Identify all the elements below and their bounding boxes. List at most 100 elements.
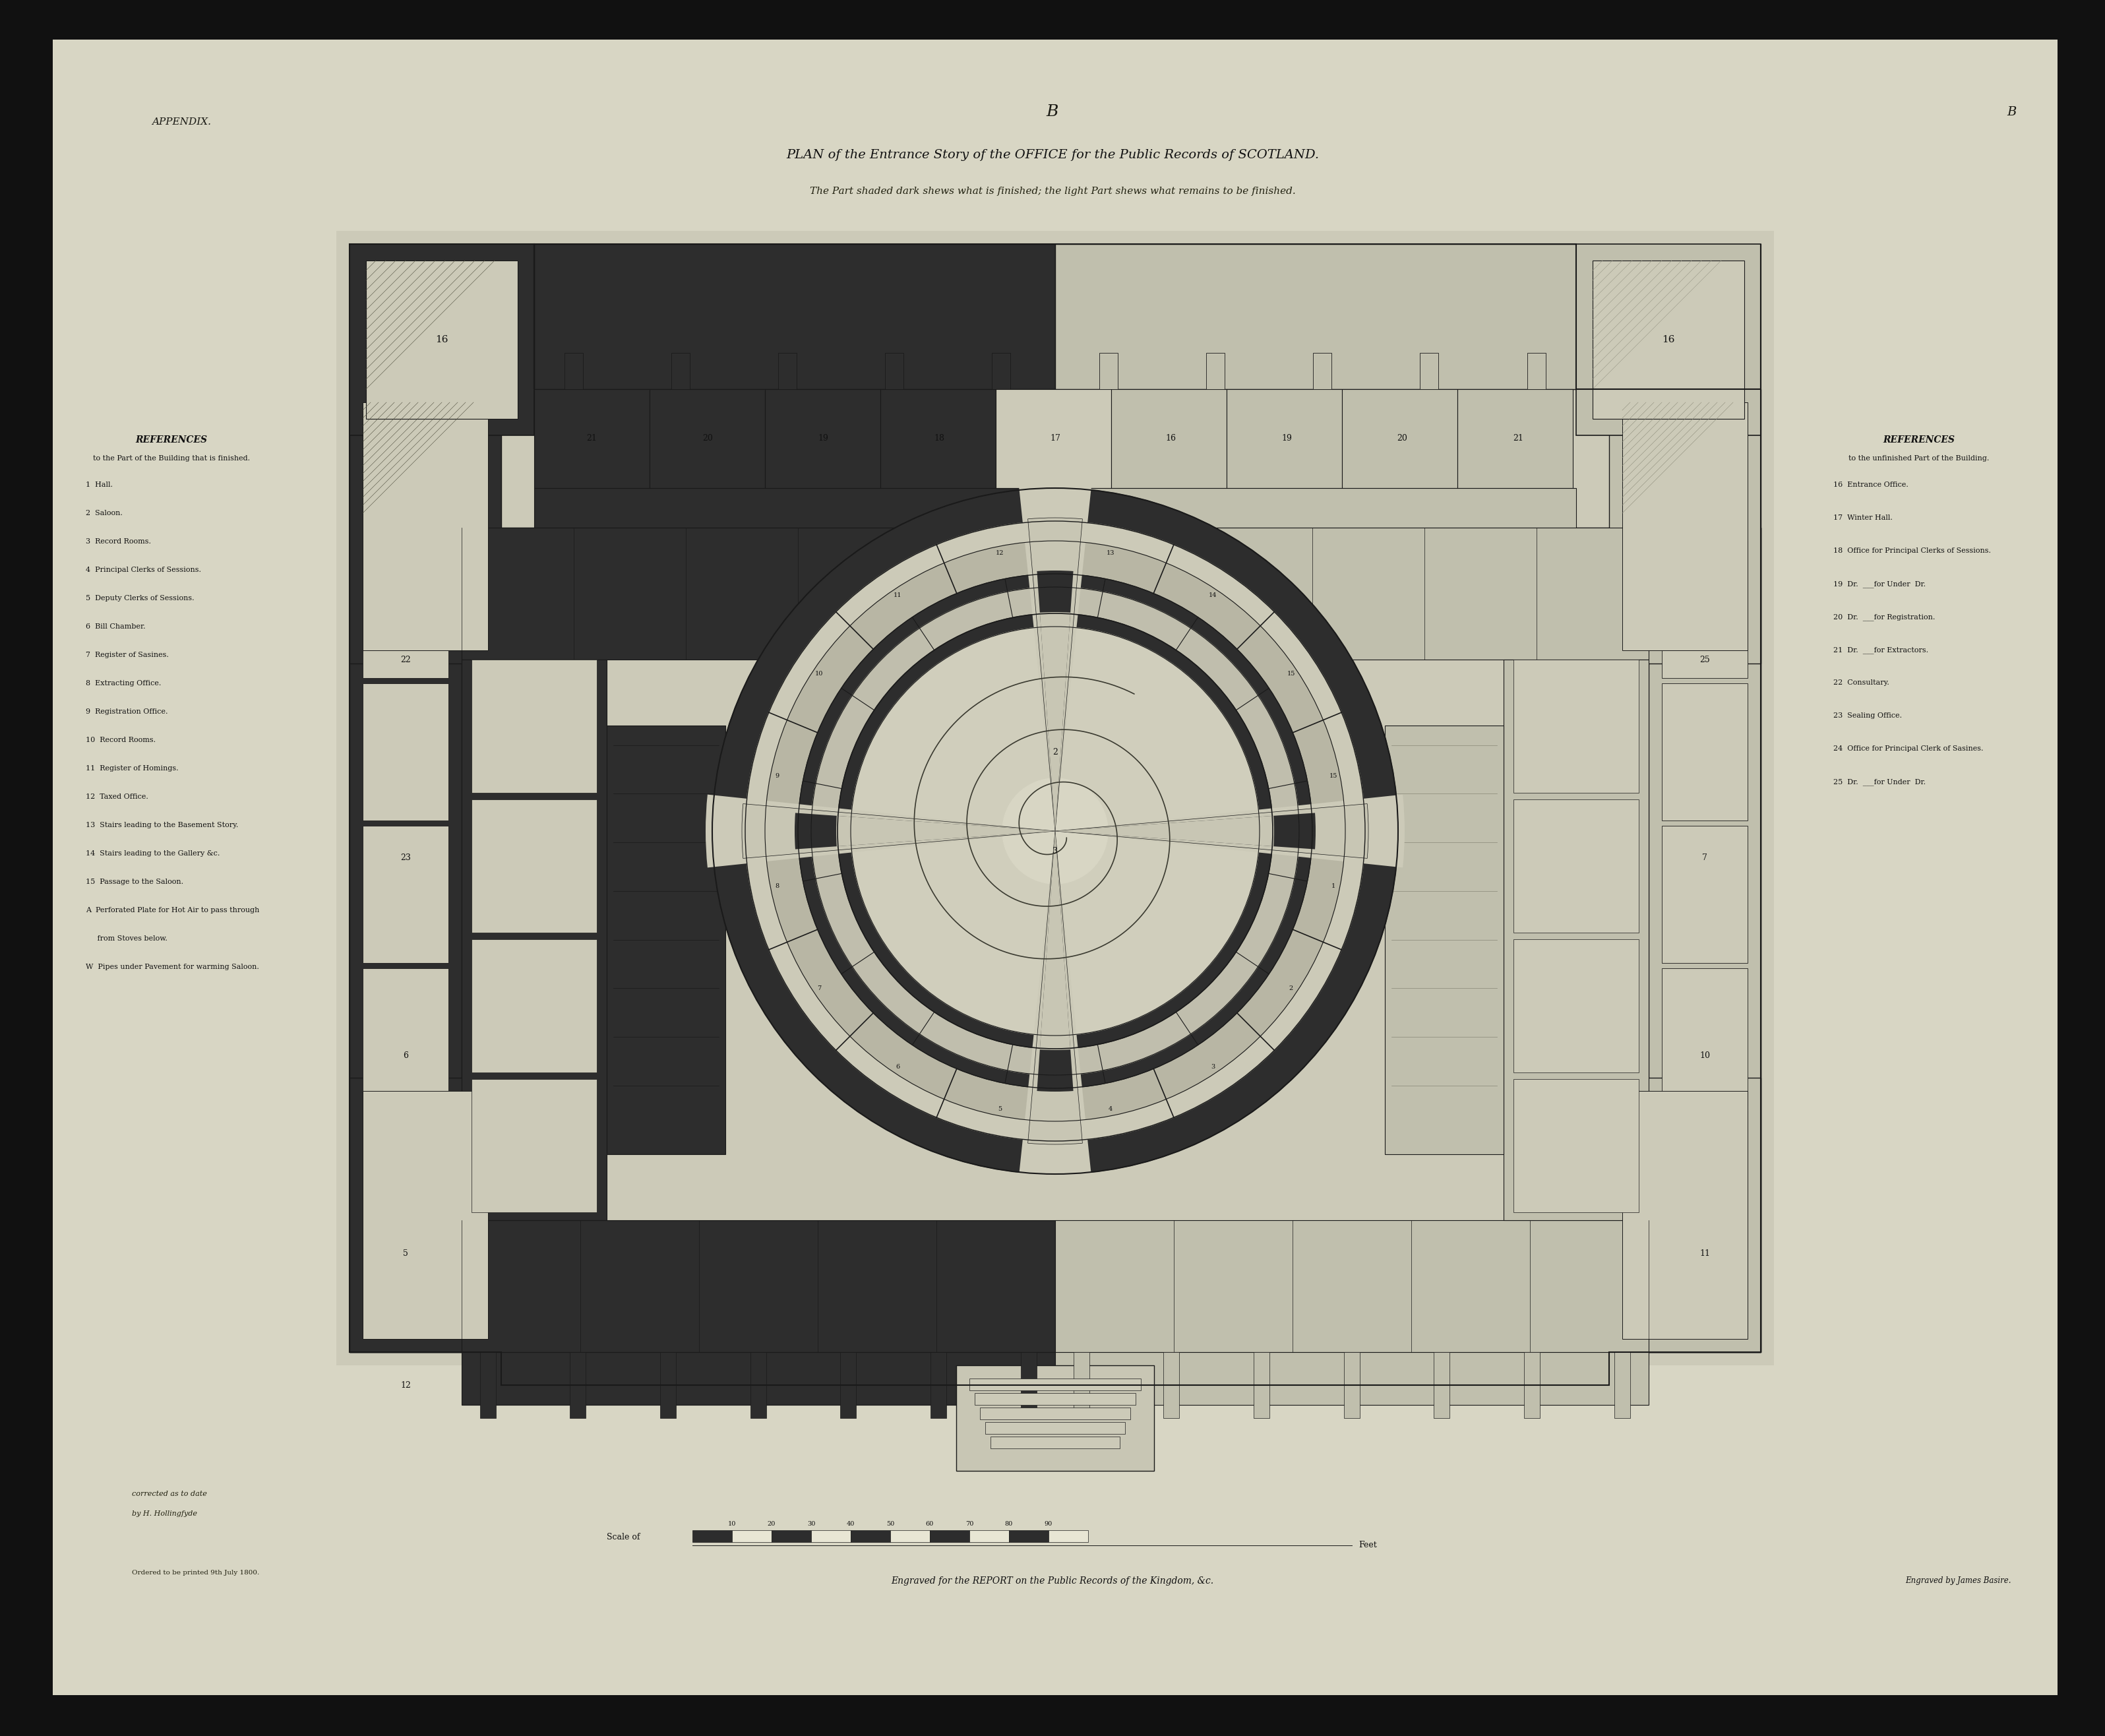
Bar (535, 389, 650, 488)
Bar (535, 488, 1055, 528)
Bar (362, 1111, 448, 1248)
Text: 11: 11 (1699, 1248, 1709, 1257)
Text: to the unfinished Part of the Building.: to the unfinished Part of the Building. (1848, 455, 1989, 462)
Bar (880, 389, 996, 488)
Circle shape (810, 587, 1299, 1075)
Text: Scale of: Scale of (606, 1533, 640, 1542)
Text: 24  Office for Principal Clerk of Sasines.: 24 Office for Principal Clerk of Sasines… (1833, 745, 1983, 752)
Text: 11  Register of Homings.: 11 Register of Homings. (86, 766, 179, 773)
Bar (671, 352, 690, 389)
Circle shape (711, 488, 1398, 1174)
Text: 30: 30 (806, 1521, 815, 1528)
Text: 3  Record Rooms.: 3 Record Rooms. (86, 538, 152, 545)
Bar (1023, 528, 1088, 660)
Text: A  Perforated Plate for Hot Air to pass through: A Perforated Plate for Hot Air to pass t… (86, 906, 259, 913)
Text: 6: 6 (402, 1050, 408, 1059)
Text: 50: 50 (886, 1521, 895, 1528)
Bar (349, 389, 501, 663)
Bar (956, 1364, 1154, 1470)
Bar (1577, 245, 1760, 436)
Text: 70: 70 (966, 1521, 973, 1528)
Bar (349, 1078, 501, 1352)
Text: 5: 5 (998, 1106, 1002, 1113)
Bar (1513, 799, 1640, 932)
Text: 20: 20 (703, 434, 714, 443)
Bar (1661, 826, 1747, 963)
Bar (1088, 528, 1648, 660)
Bar (996, 389, 1111, 488)
Bar (1055, 1352, 1648, 1404)
Bar (1055, 488, 1577, 528)
Bar (991, 352, 1010, 389)
Text: REFERENCES: REFERENCES (1884, 436, 1956, 444)
Bar (337, 231, 1775, 1364)
Text: from Stoves below.: from Stoves below. (86, 936, 168, 943)
Text: 20: 20 (768, 1521, 775, 1528)
Text: Engraved for the REPORT on the Public Records of the Kingdom, &c.: Engraved for the REPORT on the Public Re… (890, 1576, 1215, 1585)
Text: 13  Stairs leading to the Basement Story.: 13 Stairs leading to the Basement Story. (86, 821, 238, 828)
Bar (1615, 1352, 1629, 1418)
Circle shape (1002, 778, 1107, 884)
Text: 4: 4 (1109, 1106, 1114, 1113)
Bar (362, 969, 448, 1106)
Text: 3: 3 (1052, 847, 1059, 856)
Bar (930, 1352, 947, 1418)
Bar (1343, 1352, 1360, 1418)
Text: 16  Entrance Office.: 16 Entrance Office. (1833, 481, 1909, 488)
Wedge shape (741, 804, 1055, 858)
Bar (1343, 389, 1457, 488)
Bar (362, 403, 488, 651)
Text: 10: 10 (815, 670, 823, 677)
Bar (472, 660, 598, 793)
Circle shape (838, 613, 1274, 1049)
Text: 80: 80 (1004, 1521, 1013, 1528)
Bar (362, 826, 448, 963)
Wedge shape (1038, 571, 1074, 832)
Bar (349, 528, 461, 1352)
Bar (564, 352, 583, 389)
Text: 2  Saloon.: 2 Saloon. (86, 510, 122, 516)
Text: 14: 14 (1208, 592, 1217, 599)
Text: 12: 12 (400, 1380, 410, 1389)
Text: 1: 1 (1330, 884, 1335, 889)
Wedge shape (1040, 613, 1071, 832)
Bar (1021, 1352, 1036, 1418)
Circle shape (745, 521, 1364, 1141)
Text: corrected as to date: corrected as to date (133, 1491, 206, 1496)
Bar (1623, 403, 1747, 651)
Text: 10: 10 (728, 1521, 737, 1528)
Text: REFERENCES: REFERENCES (135, 436, 208, 444)
Text: 20  Dr.  ___for Registration.: 20 Dr. ___for Registration. (1833, 613, 1934, 620)
Wedge shape (1055, 795, 1404, 868)
Text: 2: 2 (1052, 748, 1057, 757)
Bar (480, 1352, 497, 1418)
Wedge shape (1027, 832, 1082, 1144)
Text: Engraved by James Basire.: Engraved by James Basire. (1905, 1576, 2012, 1585)
Bar (1457, 389, 1572, 488)
Bar (461, 528, 1648, 1352)
Bar (1206, 352, 1225, 389)
Bar (461, 660, 606, 1220)
Text: 7: 7 (1703, 852, 1707, 861)
Bar (535, 245, 1055, 389)
Bar (674, 448, 1438, 1213)
Text: 15: 15 (1286, 670, 1295, 677)
Text: 40: 40 (846, 1521, 855, 1528)
Text: 19: 19 (817, 434, 827, 443)
Text: 9  Registration Office.: 9 Registration Office. (86, 708, 168, 715)
Bar (1661, 542, 1747, 679)
Bar (850, 1529, 890, 1542)
Text: 23  Sealing Office.: 23 Sealing Office. (1833, 712, 1903, 719)
Text: The Part shaded dark shews what is finished; the light Part shews what remains t: The Part shaded dark shews what is finis… (810, 187, 1295, 196)
Text: 15  Passage to the Saloon.: 15 Passage to the Saloon. (86, 878, 183, 885)
Text: 22: 22 (400, 654, 410, 663)
Bar (362, 542, 448, 679)
Text: APPENDIX.: APPENDIX. (152, 118, 211, 127)
Bar (1074, 1352, 1090, 1418)
Bar (461, 528, 1023, 660)
Text: 7  Register of Sasines.: 7 Register of Sasines. (86, 651, 168, 658)
Text: 16: 16 (1663, 335, 1676, 344)
Bar (985, 1422, 1124, 1434)
Bar (733, 1529, 773, 1542)
Text: 7: 7 (817, 986, 821, 991)
